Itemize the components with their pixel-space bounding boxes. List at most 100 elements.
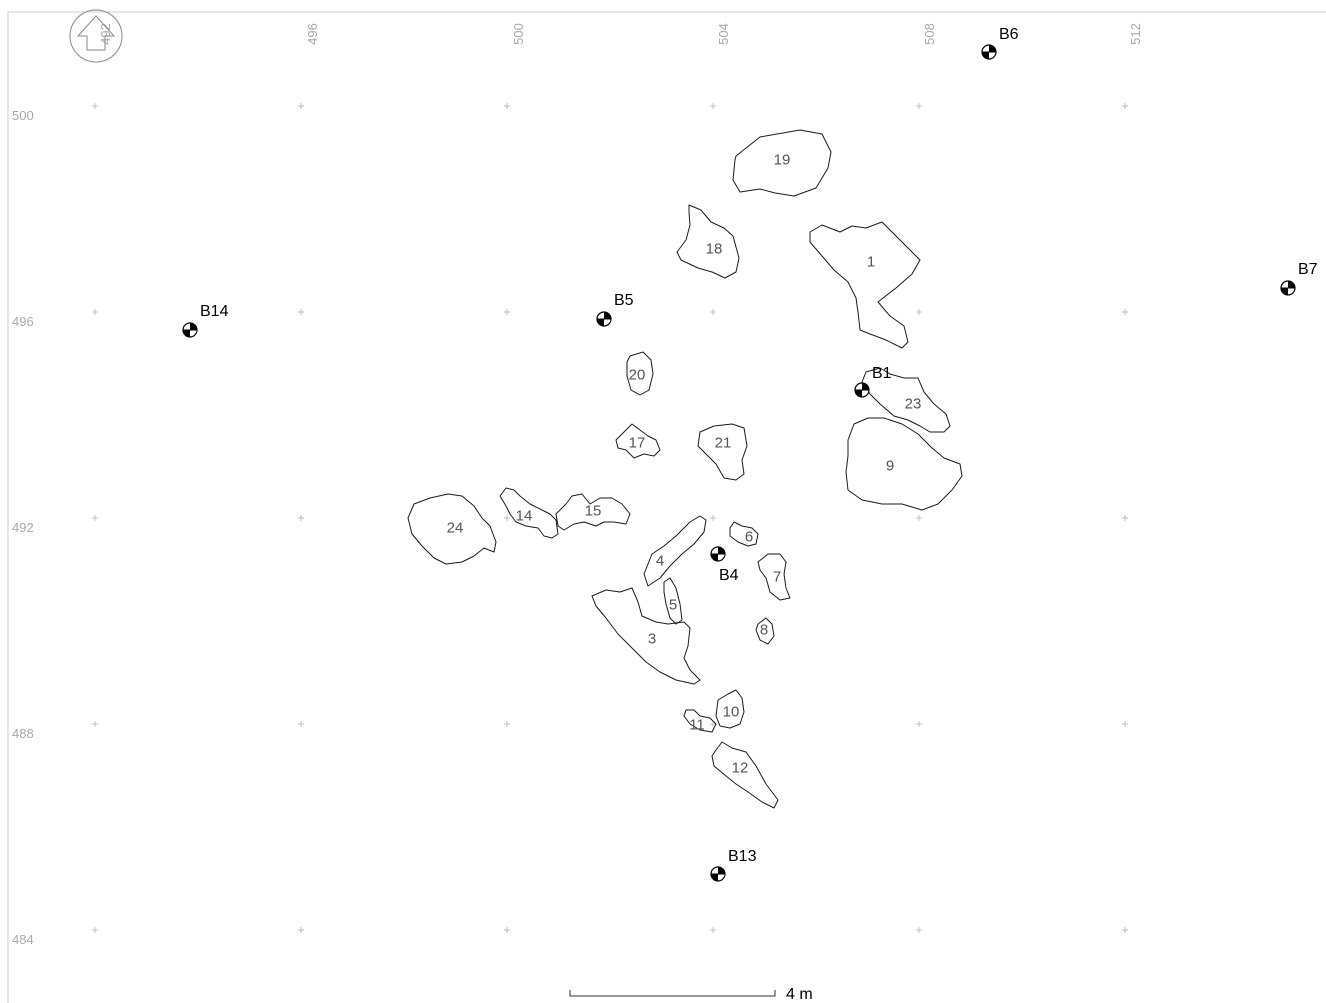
- feature-outline-11: [683, 709, 717, 733]
- feature-label-14: 14: [516, 508, 533, 525]
- feature-label-18: 18: [706, 241, 723, 258]
- northing-label: 496: [12, 314, 34, 329]
- grid-cross: [92, 927, 98, 933]
- easting-label: 492: [98, 23, 113, 45]
- grid-cross: [1122, 309, 1128, 315]
- feature-label-4: 4: [656, 553, 664, 570]
- grid-cross: [1122, 103, 1128, 109]
- grid-cross: [298, 721, 304, 727]
- feature-label-9: 9: [886, 458, 894, 475]
- benchmark-icon: [981, 44, 997, 60]
- feature-label-24: 24: [447, 520, 464, 537]
- grid-cross: [92, 309, 98, 315]
- scale-bar: 4 m: [569, 986, 813, 1003]
- benchmark-label-B6: B6: [999, 26, 1019, 43]
- grid-cross: [710, 309, 716, 315]
- grid-cross: [504, 103, 510, 109]
- benchmark-labels: B1 B4 B5 B6 B7 B13 B14: [200, 26, 1318, 865]
- grid-cross: [298, 309, 304, 315]
- benchmark-label-B14: B14: [200, 303, 229, 320]
- feature-outline-14: [499, 487, 559, 539]
- grid-cross: [710, 927, 716, 933]
- grid-cross: [92, 721, 98, 727]
- benchmark-label-B5: B5: [614, 292, 634, 309]
- feature-label-5: 5: [669, 597, 677, 614]
- grid-cross: [1122, 515, 1128, 521]
- grid-cross: [916, 515, 922, 521]
- grid-cross: [710, 103, 716, 109]
- northing-axis: 500 496 492 488 484: [12, 108, 34, 947]
- feature-outline-5: [663, 577, 683, 625]
- feature-label-21: 21: [715, 435, 732, 452]
- benchmark-icon: [182, 322, 198, 338]
- feature-label-20: 20: [629, 367, 646, 384]
- feature-outline-6: [729, 521, 759, 547]
- easting-label: 496: [305, 23, 320, 45]
- feature-outline-17: [615, 423, 661, 459]
- grid-cross: [298, 103, 304, 109]
- easting-label: 512: [1128, 23, 1143, 45]
- scale-bar-label: 4 m: [786, 986, 813, 1003]
- feature-label-8: 8: [760, 622, 768, 639]
- feature-label-11: 11: [689, 717, 705, 734]
- grid-cross: [504, 927, 510, 933]
- easting-axis: 492 496 500 504 508 512: [98, 23, 1143, 45]
- grid-cross: [504, 515, 510, 521]
- benchmark-icon: [710, 546, 726, 562]
- grid-cross: [298, 927, 304, 933]
- grid-cross: [92, 103, 98, 109]
- grid-cross: [504, 721, 510, 727]
- grid-cross: [710, 515, 716, 521]
- grid-crosses: [92, 103, 1128, 933]
- feature-outline-8: [755, 617, 775, 645]
- easting-label: 508: [922, 23, 937, 45]
- feature-label-6: 6: [745, 529, 753, 546]
- feature-outline-12: [711, 741, 779, 809]
- feature-label-3: 3: [648, 631, 656, 648]
- grid-cross: [1122, 927, 1128, 933]
- map-frame: [7, 11, 1326, 1003]
- benchmarks-layer: [182, 44, 1296, 882]
- feature-outline-7: [757, 553, 791, 601]
- easting-label: 504: [716, 23, 731, 45]
- feature-label-7: 7: [773, 569, 781, 586]
- easting-label: 500: [511, 23, 526, 45]
- north-arrow-icon: [69, 9, 123, 63]
- features-layer: [407, 129, 963, 809]
- benchmark-label-B13: B13: [728, 848, 757, 865]
- feature-outline-19: [732, 129, 832, 197]
- feature-outline-15: [555, 493, 631, 531]
- benchmark-label-B4: B4: [719, 567, 739, 584]
- feature-label-19: 19: [774, 152, 791, 169]
- grid-cross: [916, 927, 922, 933]
- benchmark-icon: [1280, 280, 1296, 296]
- feature-outline-21: [697, 423, 748, 481]
- feature-label-12: 12: [732, 760, 749, 777]
- northing-label: 500: [12, 108, 34, 123]
- feature-label-10: 10: [723, 704, 740, 721]
- feature-outline-18: [676, 204, 740, 279]
- feature-label-23: 23: [905, 396, 922, 413]
- feature-outline-1: [809, 221, 921, 349]
- northing-label: 488: [12, 726, 34, 741]
- feature-labels: 19 18 1 20 23 17 21 9 24 14 15 6 4 7 5 8…: [447, 152, 922, 777]
- feature-outline-4: [643, 515, 707, 587]
- grid-cross: [92, 515, 98, 521]
- benchmark-label-B1: B1: [872, 365, 892, 382]
- feature-outline-10: [715, 689, 745, 729]
- feature-label-15: 15: [585, 503, 602, 520]
- grid-cross: [710, 721, 716, 727]
- feature-outline-3: [591, 587, 701, 685]
- grid-cross: [916, 103, 922, 109]
- benchmark-icon: [854, 382, 870, 398]
- feature-outline-20: [626, 351, 654, 396]
- feature-outline-24: [407, 493, 497, 565]
- feature-outline-23: [861, 367, 951, 433]
- benchmark-icon: [710, 866, 726, 882]
- benchmark-icon: [596, 311, 612, 327]
- grid-cross: [916, 721, 922, 727]
- benchmark-label-B7: B7: [1298, 261, 1318, 278]
- feature-label-17: 17: [629, 435, 646, 452]
- grid-cross: [916, 309, 922, 315]
